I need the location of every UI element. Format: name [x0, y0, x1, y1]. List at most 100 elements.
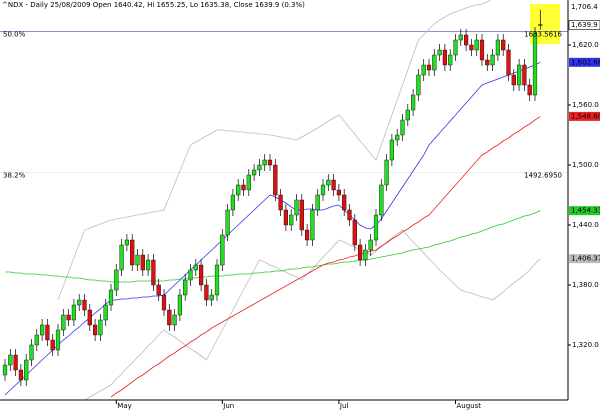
level-pct: 50.0% [3, 30, 26, 38]
level-pct: 38.2% [3, 171, 26, 179]
candle-body [183, 279, 188, 296]
candle-body [246, 174, 251, 191]
candle-body [352, 219, 357, 246]
candle-body [474, 39, 479, 51]
candle-body [156, 284, 161, 296]
indicator-line [110, 116, 541, 398]
candle-body [45, 324, 50, 341]
candle-body [204, 284, 209, 301]
candle-body [161, 294, 167, 311]
plot-area [0, 0, 568, 400]
indicator-line [4, 61, 541, 396]
candle-body [411, 94, 416, 111]
candle-body [326, 179, 331, 186]
candle-body [522, 64, 527, 86]
candle-body [426, 64, 432, 71]
candle-body [310, 209, 315, 241]
candle-body [538, 24, 543, 26]
end-label: 1,548.60 [571, 112, 600, 120]
candle-body [66, 314, 71, 321]
candle-body [384, 159, 389, 186]
last-label-box [568, 20, 600, 30]
y-tick-label: 1,380.0 [572, 281, 599, 289]
candle-body [103, 304, 108, 321]
candle-body [135, 254, 140, 266]
y-tick-label: 1,620.0 [572, 41, 599, 49]
indicator-line [5, 210, 541, 283]
candle-body [368, 239, 373, 251]
end-label: 1,706.4 [571, 3, 598, 11]
candle-body [18, 369, 23, 381]
candle-body [363, 249, 368, 261]
candle-body [61, 314, 66, 331]
candle-body [230, 194, 235, 211]
candle-body [395, 134, 400, 141]
candle-body [448, 54, 453, 66]
end-label: 1,406.37 [571, 255, 600, 263]
candle-body [262, 159, 267, 166]
candle-body [220, 234, 225, 266]
candle-body [490, 54, 495, 66]
candle-body [506, 49, 511, 76]
chart-title: ^NDX - Daily 25/08/2009 Open 1640.42, Hi… [2, 1, 305, 9]
candle-body [453, 39, 458, 56]
candle-body [501, 39, 506, 51]
candle-body [442, 49, 447, 66]
candle-body [172, 314, 177, 326]
candle-body [485, 59, 490, 66]
end-label-box [569, 206, 600, 216]
candle-body [87, 309, 92, 326]
y-tick-label: 1,440.0 [572, 221, 599, 229]
end-label: 1,602.68 [571, 58, 600, 66]
candle-body [13, 354, 18, 371]
candle-body [336, 189, 341, 196]
candle-body [193, 264, 198, 271]
x-tick-label: Jul [339, 402, 349, 410]
candle-body [289, 214, 294, 226]
candle-body [24, 359, 29, 381]
candle-body [29, 344, 34, 361]
end-label-box [569, 254, 600, 264]
candle-body [130, 239, 135, 266]
candle-body [331, 179, 336, 191]
end-label-box [569, 111, 600, 121]
candle-body [140, 254, 145, 271]
candle-body [209, 294, 214, 301]
end-label-box [569, 57, 600, 67]
candle-body [511, 74, 516, 86]
candle-body [299, 199, 304, 231]
level-label: 1633.5616 [524, 30, 562, 38]
candle-body [108, 289, 114, 306]
candle-body [273, 164, 278, 196]
candle-body [432, 54, 437, 71]
candle-body [92, 324, 98, 336]
candle-body [188, 269, 193, 281]
candle-body [283, 209, 288, 226]
candle-body [124, 239, 129, 246]
x-tick-label: May [117, 402, 131, 410]
candle-body [358, 244, 363, 261]
candle-body [251, 169, 257, 176]
candle-body [114, 269, 119, 291]
end-label-box [569, 2, 600, 12]
candle-body [71, 304, 76, 321]
candle-body [177, 294, 182, 316]
indicator-line [57, 0, 491, 301]
candle-body [34, 334, 39, 346]
candle-body [405, 109, 410, 121]
candle-body [458, 34, 463, 41]
candle-body [469, 44, 474, 51]
candle-body [225, 209, 230, 236]
candle-body [8, 354, 13, 366]
candle-body [55, 329, 61, 351]
candle-body [119, 244, 124, 271]
candle-body [437, 49, 442, 56]
candle-body [373, 214, 379, 241]
candle-body [257, 164, 262, 171]
candle-body [305, 229, 310, 241]
candle-body [98, 319, 103, 336]
candle-body [379, 184, 384, 216]
candle-body [400, 119, 405, 136]
x-tick-label: August [457, 402, 482, 410]
